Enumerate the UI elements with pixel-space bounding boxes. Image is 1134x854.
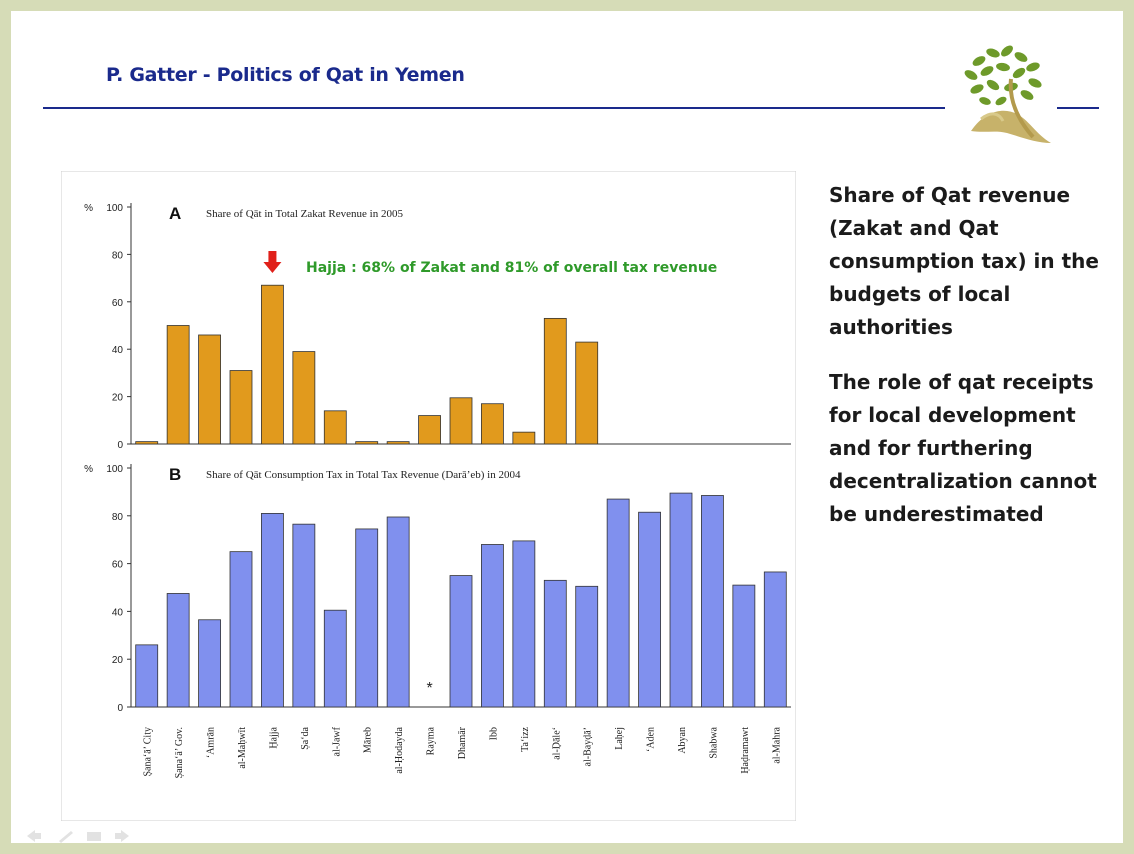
bar: [229, 551, 253, 708]
x-tick-label: Ta‘izz: [520, 726, 531, 751]
bar: [732, 584, 756, 708]
x-tick-label: ‘Amrān: [206, 727, 217, 758]
bar: [512, 540, 536, 708]
y-tick-label: 40: [112, 345, 124, 356]
y-axis-unit: %: [84, 203, 93, 214]
bar: [543, 317, 567, 445]
qat-leaf-logo-icon: [964, 45, 1051, 143]
x-tick-label: Māreb: [363, 727, 374, 753]
bar: [355, 528, 379, 708]
missing-data-marker: *: [426, 680, 432, 697]
bar: [198, 619, 221, 708]
bar: [166, 593, 190, 708]
side-text-body: The role of qat receipts for local devel…: [829, 370, 1097, 526]
bar: [386, 516, 410, 708]
bar: [575, 585, 599, 708]
y-tick-label: 60: [112, 560, 124, 571]
bar: [575, 341, 599, 445]
x-tick-label: al-Bayḍā’: [583, 727, 594, 766]
slide-title: P. Gatter - Politics of Qat in Yemen: [106, 64, 465, 86]
x-tick-label: al-Ḍāle‘: [551, 727, 562, 760]
y-tick-label: 60: [112, 298, 124, 309]
y-tick-label: 80: [112, 512, 124, 523]
x-tick-label: Ṣa‘da: [300, 726, 311, 749]
bar: [261, 513, 284, 708]
x-tick-label: Abyan: [677, 727, 688, 754]
side-text: Share of Qat revenue (Zakat and Qat cons…: [829, 179, 1119, 553]
y-axis-unit: %: [84, 464, 93, 475]
y-tick-label: 40: [112, 607, 124, 618]
y-tick-label: 0: [117, 440, 123, 451]
red-arrow-icon: [263, 251, 282, 273]
x-tick-label: al-Maḥwīt: [237, 727, 248, 769]
bar: [418, 415, 441, 445]
bar: [135, 644, 159, 708]
slide-nav-controls[interactable]: [25, 829, 135, 843]
panel-a: 0 20 40 60 80 100% A Share of Qāt in Total Zaka…: [84, 203, 791, 451]
panel-title: Share of Qāt in Total Zakat Revenue in 2…: [206, 208, 403, 220]
x-tick-label: al-Jawf: [331, 726, 342, 756]
bar: [261, 284, 284, 445]
y-tick-label: 20: [112, 393, 124, 404]
y-tick-label: 0: [117, 703, 123, 714]
chart-figure: 0 20 40 60 80 100% A Share of Qāt in Total Zaka…: [61, 171, 796, 821]
bar: [512, 431, 536, 445]
bar: [701, 495, 724, 708]
menu-icon: [87, 832, 101, 841]
bar: [449, 397, 473, 445]
x-axis-labels: Ṣana‘ā’ City Ṣana‘ā’ Gov. ‘Amrān al-Maḥwīt Ḥ…: [143, 726, 783, 778]
y-tick-label: 80: [112, 250, 124, 261]
bar: [292, 351, 316, 445]
bar: [386, 441, 410, 445]
panel-title: Share of Qāt Consumption Tax in Total Ta…: [206, 469, 521, 481]
panel-letter: B: [169, 465, 181, 484]
annotation-text: Hajja : 68% of Zakat and 81% of overall …: [306, 260, 717, 276]
bar: [449, 575, 473, 708]
x-tick-label: Ṣana‘ā’ City: [143, 727, 154, 777]
y-tick-label: 100: [106, 203, 123, 214]
bar: [229, 370, 253, 445]
x-tick-label: Ibb: [488, 727, 499, 740]
bar: [606, 498, 630, 708]
pen-icon: [59, 831, 73, 843]
x-tick-label: Dhamār: [457, 726, 468, 759]
x-tick-label: Ḥajja: [268, 726, 279, 748]
x-tick-label: al-Ḥodayda: [394, 726, 405, 773]
x-tick-label: Laḥej: [614, 727, 625, 750]
bar: [355, 441, 379, 445]
bar: [481, 403, 504, 445]
bar: [481, 544, 504, 708]
x-tick-label: ‘Aden: [646, 727, 657, 752]
bar: [323, 609, 347, 708]
x-tick-label: Rayma: [426, 726, 437, 755]
bar: [292, 523, 316, 708]
panel-letter: A: [169, 204, 181, 223]
bar: [135, 441, 159, 445]
y-tick-label: 20: [112, 655, 124, 666]
panel-b: 0 20 40 60 80 100% * B Share of Qāt Consumption …: [84, 464, 791, 714]
slide: P. Gatter - Politics of Qat in Yemen: [11, 11, 1123, 843]
forward-arrow-icon: [115, 830, 129, 842]
title-rule: [43, 107, 945, 109]
bar: [638, 511, 661, 708]
title-rule-right: [1057, 107, 1099, 109]
bar: [669, 492, 693, 708]
bar: [198, 334, 221, 445]
x-tick-label: Ḥaḍramawt: [740, 727, 751, 774]
bar: [166, 325, 190, 445]
back-arrow-icon: [27, 830, 41, 842]
side-text-heading: Share of Qat revenue (Zakat and Qat cons…: [829, 183, 1099, 339]
x-tick-label: al-Mahra: [771, 726, 782, 763]
bar: [763, 571, 787, 708]
bar: [543, 579, 567, 708]
bar: [323, 410, 347, 445]
y-tick-label: 100: [106, 464, 123, 475]
x-tick-label: Ṣana‘ā’ Gov.: [174, 727, 185, 778]
x-tick-label: Shabwa: [708, 726, 719, 758]
